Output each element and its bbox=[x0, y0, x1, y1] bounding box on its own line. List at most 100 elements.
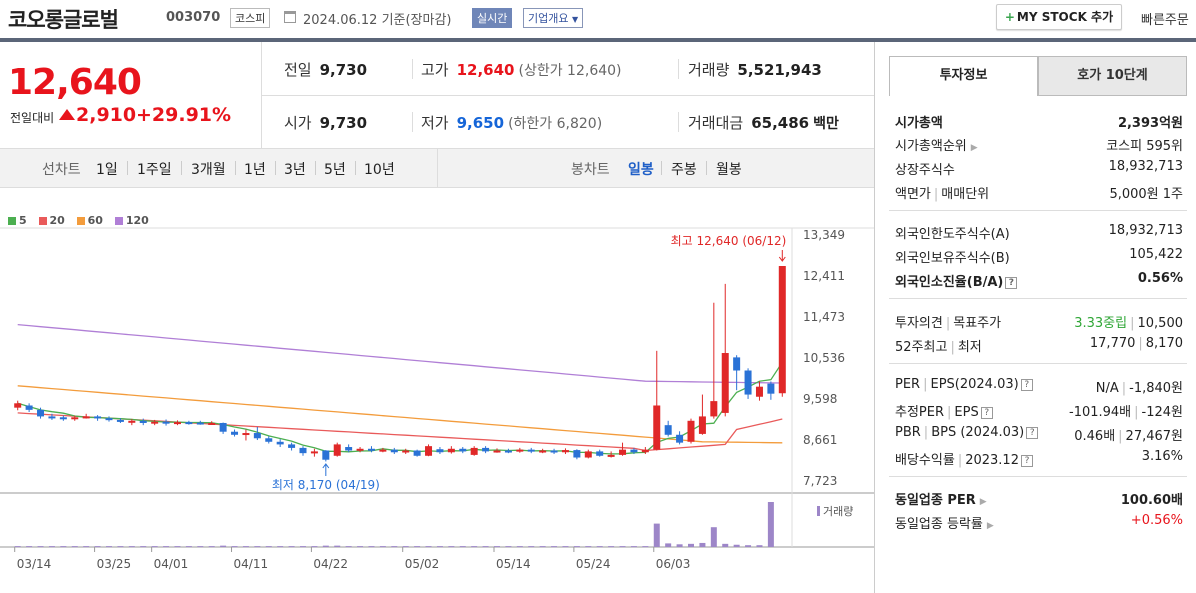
period-3y[interactable]: 3년 bbox=[284, 162, 306, 178]
candle-body bbox=[561, 450, 569, 453]
divider bbox=[678, 112, 679, 132]
period-5y[interactable]: 5년 bbox=[324, 162, 346, 178]
volume-bar bbox=[277, 546, 284, 548]
tab-investment-info[interactable]: 투자정보 bbox=[889, 56, 1038, 96]
period-3m[interactable]: 3개월 bbox=[191, 162, 226, 178]
period-1d[interactable]: 1일 bbox=[96, 162, 118, 178]
per-text: PER bbox=[895, 377, 921, 392]
volume-bar bbox=[254, 546, 261, 548]
divider bbox=[678, 59, 679, 79]
opinion-score: 3.33중립 bbox=[1074, 316, 1128, 331]
chevron-right-icon: ▶ bbox=[979, 497, 987, 507]
candle-body bbox=[573, 450, 581, 458]
candle-body bbox=[231, 431, 239, 435]
candle-body bbox=[310, 451, 318, 454]
industry-chg-row[interactable]: 동일업종 등락률 ▶ +0.56% bbox=[895, 513, 1183, 535]
help-icon[interactable]: ? bbox=[1005, 276, 1018, 289]
price-chart[interactable]: 5 20 60 120 13,349 12,411 11,473 10,536 9,59… bbox=[0, 188, 874, 593]
foreign-rate-label: 외국인소진율(B/A)? bbox=[895, 271, 1018, 290]
est-per-row: 추정PER | EPS? -101.94배 | -124원 bbox=[895, 401, 1183, 423]
candle-body bbox=[25, 405, 33, 410]
y-tick-label: 9,598 bbox=[803, 392, 837, 406]
legend-label: 5 bbox=[19, 214, 27, 227]
x-tick-label: 05/02 bbox=[405, 557, 440, 571]
price-summary: 12,640 전일대비 2,910 +29.91% 전일 9,730 고가 12,6… bbox=[0, 42, 874, 148]
bps: 27,467원 bbox=[1125, 429, 1183, 444]
price-change-pct: +29.91% bbox=[136, 104, 232, 126]
candle-body bbox=[105, 418, 113, 421]
period-10y[interactable]: 10년 bbox=[364, 162, 395, 178]
min-arrow-icon bbox=[322, 463, 330, 476]
candle-body bbox=[630, 449, 638, 453]
volume-bar bbox=[128, 546, 135, 548]
quick-order-link[interactable]: 빠른주문 bbox=[1141, 13, 1189, 28]
x-tick-label: 05/14 bbox=[496, 557, 531, 571]
industry-chg-value: +0.56% bbox=[1130, 513, 1183, 528]
header-divider bbox=[0, 38, 874, 42]
header-divider-right bbox=[874, 38, 1196, 42]
help-icon[interactable]: ? bbox=[1026, 426, 1039, 439]
volume-bar bbox=[699, 542, 706, 547]
volume-bar bbox=[688, 543, 694, 547]
divider bbox=[275, 161, 276, 175]
candle-monthly[interactable]: 월봉 bbox=[716, 162, 742, 178]
candle-daily[interactable]: 일봉 bbox=[628, 162, 654, 178]
candle-body bbox=[162, 421, 170, 424]
market-badge: 코스피 bbox=[230, 8, 271, 28]
help-icon[interactable]: ? bbox=[1020, 454, 1033, 467]
week52-row: 52주최고 | 최저 17,770 | 8,170 bbox=[895, 336, 1183, 358]
volume-bar bbox=[516, 546, 523, 548]
volume-bar bbox=[288, 546, 295, 548]
target-price: 10,500 bbox=[1137, 316, 1184, 331]
volume-bar bbox=[48, 546, 55, 548]
candle-body bbox=[139, 420, 147, 423]
low-value: 9,650 bbox=[456, 114, 505, 132]
market-cap-rank-row[interactable]: 시가총액순위 ▶ 코스피 595위 bbox=[895, 135, 1183, 157]
pbr-text: PBR bbox=[895, 425, 921, 440]
candle-body bbox=[516, 449, 524, 452]
volume-bar bbox=[482, 546, 489, 548]
dividend-text: 배당수익률 bbox=[895, 453, 955, 468]
mystock-add-button[interactable]: + MY STOCK 추가 bbox=[996, 4, 1122, 30]
max-price-label: 최고 12,640 (06/12) bbox=[671, 234, 787, 248]
candle-body bbox=[721, 353, 729, 413]
tab-orderbook[interactable]: 호가 10단계 bbox=[1038, 56, 1187, 96]
volume-label: 거래량 bbox=[688, 61, 730, 79]
realtime-button[interactable]: 실시간 bbox=[472, 8, 513, 28]
line-chart-label: 선차트 bbox=[42, 162, 81, 178]
investment-info-panel: 투자정보 호가 10단계 시가총액 2,393억원 시가총액순위 ▶ 코스피 595위… bbox=[874, 42, 1196, 593]
help-icon[interactable]: ? bbox=[980, 406, 993, 419]
help-icon[interactable]: ? bbox=[1020, 378, 1033, 391]
market-cap-rank-text: 시가총액순위 bbox=[895, 139, 967, 154]
period-1y[interactable]: 1년 bbox=[244, 162, 266, 178]
candle-body bbox=[676, 434, 684, 443]
divider bbox=[412, 112, 413, 132]
volume-bar bbox=[208, 546, 215, 548]
volume-bar bbox=[117, 546, 124, 548]
industry-per-text: 동일업종 PER bbox=[895, 493, 976, 508]
volume-bar bbox=[311, 546, 318, 548]
volume-bar bbox=[710, 527, 717, 547]
stock-name[interactable]: 코오롱글로벌 bbox=[8, 8, 119, 32]
industry-per-label: 동일업종 PER ▶ bbox=[895, 489, 987, 508]
period-1w[interactable]: 1주일 bbox=[137, 162, 172, 178]
industry-per-row[interactable]: 동일업종 PER ▶ 100.60배 bbox=[895, 489, 1183, 511]
open-price: 시가 9,730 bbox=[284, 112, 367, 133]
market-cap-rank-label: 시가총액순위 ▶ bbox=[895, 135, 978, 154]
foreign-rate-text: 외국인소진율(B/A) bbox=[895, 275, 1004, 290]
candle-weekly[interactable]: 주봉 bbox=[671, 162, 697, 178]
candle-body bbox=[345, 447, 353, 451]
volume-bar bbox=[345, 546, 352, 548]
chart-legend: 5 20 60 120 bbox=[8, 214, 157, 227]
candle-body bbox=[744, 370, 752, 395]
company-overview-dropdown[interactable]: 기업개요 ▼ bbox=[523, 8, 584, 28]
divider: | bbox=[1134, 405, 1139, 420]
volume-bar bbox=[26, 546, 33, 548]
candle-body bbox=[208, 422, 216, 425]
volume-bar bbox=[630, 546, 637, 548]
pbr: 0.46배 bbox=[1074, 429, 1116, 444]
upper-limit-arrow-icon bbox=[59, 109, 75, 120]
high-label: 고가 bbox=[421, 61, 449, 79]
lower-limit: (하한가 6,820) bbox=[508, 116, 603, 132]
volume-bar bbox=[551, 546, 558, 548]
